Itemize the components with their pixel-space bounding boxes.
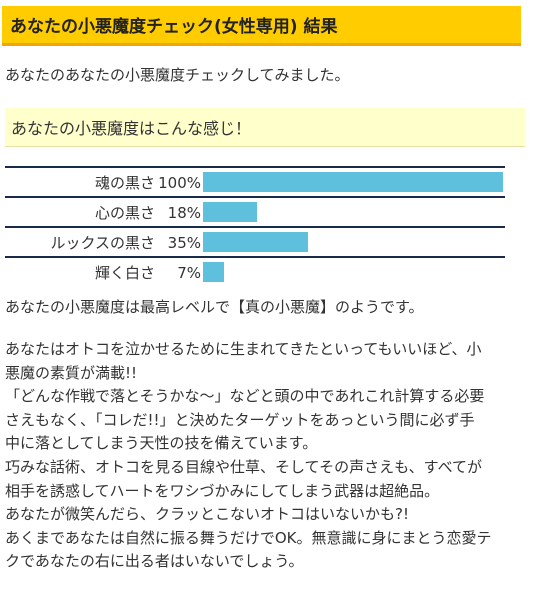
description-line: 相手を誘惑してハートをワシづかみにしてしまう武器は超絶品。 (5, 481, 440, 500)
description-line: 巧みな話術、オトコを見る目線や仕草、そしてその声さえも、すべてが (5, 457, 483, 476)
bar-chart: 魂の黒さ 100% 心の黒さ 18% ルックスの黒さ 35% 輝く白さ 7% (5, 166, 505, 286)
description-text: あなたはオトコを泣かせるために生まれてきたといってもいいほど、小 悪魔の素質が満載… (5, 338, 525, 574)
chart-value-label: 100% (158, 173, 201, 192)
page-title: あなたの小悪魔度チェック(女性専用) 結果 (2, 6, 521, 46)
chart-category-label: 輝く白さ (94, 263, 155, 282)
chart-value-label: 35% (167, 233, 201, 252)
description-line: 悪魔の素質が満載!! (5, 363, 138, 382)
chart-row-label: ルックスの黒さ 35% (5, 232, 203, 253)
chart-row: 魂の黒さ 100% (5, 168, 505, 198)
chart-row-label: 輝く白さ 7% (5, 262, 203, 283)
result-heading: あなたの小悪魔度はこんな感じ！ (11, 119, 252, 138)
chart-row-label: 魂の黒さ 100% (5, 172, 203, 193)
result-heading-box: あなたの小悪魔度はこんな感じ！ (5, 108, 525, 147)
description-line: クであなたの右に出る者はいないでしょう。 (5, 552, 304, 571)
page-title-text: あなたの小悪魔度チェック(女性専用) 結果 (10, 17, 338, 37)
conclusion-text: あなたの小悪魔度は最高レベルで【真の小悪魔】のようです。 (5, 298, 424, 316)
chart-bar (203, 202, 257, 222)
description-line: 「どんな作戦で落とそうかな～」などと頭の中であれこれ計算する必要 (5, 387, 485, 406)
chart-row: ルックスの黒さ 35% (5, 228, 505, 258)
intro-text: あなたのあなたの小悪魔度チェックしてみました。 (5, 66, 350, 84)
description-line: あなたが微笑んだら、クラッとこないオトコはいないかも?! (5, 505, 409, 524)
description-line: あなたはオトコを泣かせるために生まれてきたといってもいいほど、小 (5, 340, 482, 358)
chart-row: 心の黒さ 18% (5, 198, 505, 228)
description-line: 中に落としてしまう天性の技を備えています。 (5, 434, 318, 453)
chart-bar (203, 232, 308, 252)
description-line: さえもなく、「コレだ!!」と決めたターゲットをあっという間に必ず手 (5, 410, 475, 429)
chart-bar (203, 172, 503, 192)
chart-value-label: 18% (167, 203, 201, 222)
chart-category-label: ルックスの黒さ (50, 233, 155, 252)
chart-category-label: 心の黒さ (94, 203, 155, 222)
chart-bar (203, 262, 224, 282)
chart-category-label: 魂の黒さ (94, 173, 155, 192)
chart-row: 輝く白さ 7% (5, 258, 505, 286)
chart-row-label: 心の黒さ 18% (5, 202, 203, 223)
description-line: あくまであなたは自然に振る舞うだけでOK。無意識に身にまとう恋愛テ (5, 528, 492, 547)
chart-value-label: 7% (177, 263, 201, 282)
